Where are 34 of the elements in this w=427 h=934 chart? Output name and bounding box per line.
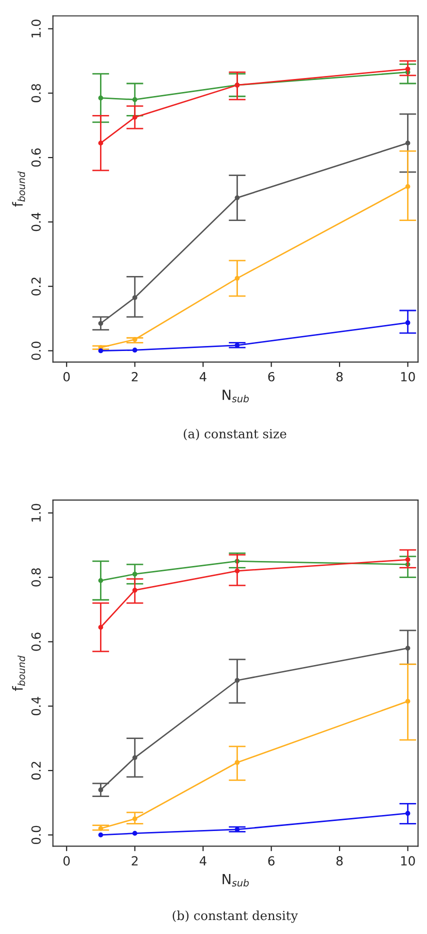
point: [132, 348, 138, 353]
y-tick-label: 0.6: [31, 632, 41, 651]
x-tick-label: 0: [63, 372, 70, 382]
point: [98, 832, 104, 838]
y-tick-label: 1.0: [31, 20, 41, 38]
x-tick-label: 6: [268, 856, 275, 866]
y-tick-label: 0.0: [31, 342, 41, 360]
y-axis-title: f$_{bound}$: [12, 656, 26, 691]
x-tick-label: 0: [63, 856, 70, 866]
point: [98, 348, 104, 354]
x-axis-title: N$_{sub}$: [222, 874, 249, 887]
y-tick-label: 0.6: [31, 148, 41, 167]
x-tick-label: 2: [132, 372, 138, 382]
y-tick-label: 0.2: [31, 278, 41, 296]
y-tick-label: 0.8: [31, 84, 41, 102]
text: (a) constant size: [184, 428, 286, 440]
y-tick-label: 0.4: [31, 212, 41, 232]
y-tick-label: 0.2: [31, 762, 41, 780]
x-axis-title: N$_{sub}$: [222, 390, 249, 402]
x-tick-label: 4: [200, 372, 206, 382]
point: [132, 830, 138, 836]
x-tick-label: 10: [401, 856, 415, 866]
x-tick-label: 10: [401, 372, 415, 382]
x-tick-label: 8: [336, 856, 343, 866]
x-tick-label: 8: [336, 372, 343, 382]
y-tick-label: 0.8: [31, 568, 41, 586]
y-axis-title: f$_{bound}$: [12, 171, 26, 207]
y-tick-label: 1.0: [31, 504, 41, 522]
text: (b) constant density: [172, 910, 298, 923]
y-tick-label: 0.4: [31, 696, 41, 716]
x-tick-label: 4: [200, 856, 206, 866]
y-tick-label: 0.0: [31, 826, 41, 844]
x-tick-label: 2: [132, 856, 138, 866]
x-tick-label: 6: [268, 372, 275, 382]
